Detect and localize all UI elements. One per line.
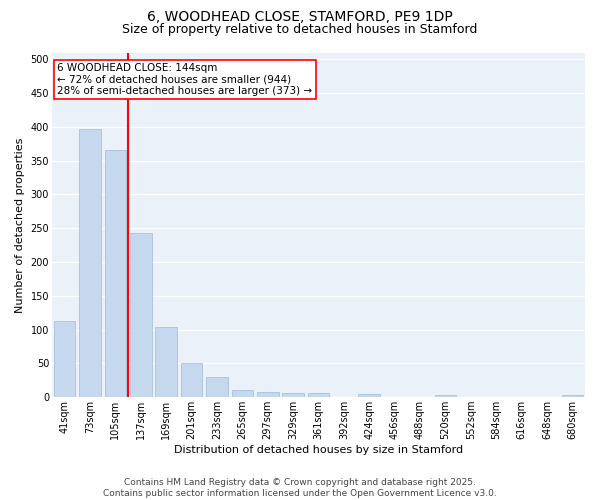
- Bar: [283, 393, 304, 397]
- Bar: [358, 394, 380, 397]
- Bar: [104, 150, 126, 397]
- X-axis label: Distribution of detached houses by size in Stamford: Distribution of detached houses by size …: [174, 445, 463, 455]
- Bar: [130, 233, 152, 397]
- Bar: [257, 392, 278, 397]
- Bar: [232, 390, 253, 397]
- Bar: [434, 395, 456, 397]
- Text: Contains HM Land Registry data © Crown copyright and database right 2025.
Contai: Contains HM Land Registry data © Crown c…: [103, 478, 497, 498]
- Text: 6, WOODHEAD CLOSE, STAMFORD, PE9 1DP: 6, WOODHEAD CLOSE, STAMFORD, PE9 1DP: [147, 10, 453, 24]
- Text: 6 WOODHEAD CLOSE: 144sqm
← 72% of detached houses are smaller (944)
28% of semi-: 6 WOODHEAD CLOSE: 144sqm ← 72% of detach…: [57, 63, 313, 96]
- Bar: [155, 327, 177, 397]
- Y-axis label: Number of detached properties: Number of detached properties: [15, 137, 25, 312]
- Bar: [79, 129, 101, 397]
- Text: Size of property relative to detached houses in Stamford: Size of property relative to detached ho…: [122, 22, 478, 36]
- Bar: [54, 322, 76, 397]
- Bar: [562, 395, 583, 397]
- Bar: [206, 377, 228, 397]
- Bar: [308, 393, 329, 397]
- Bar: [181, 364, 202, 397]
